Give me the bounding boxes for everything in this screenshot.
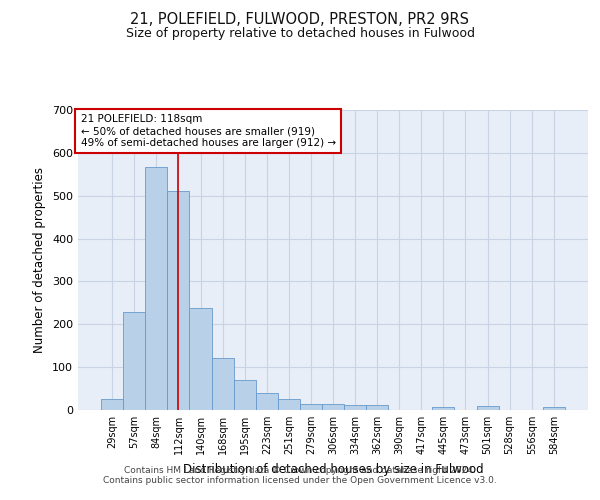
Bar	[543, 407, 565, 410]
Bar	[233, 380, 256, 410]
Y-axis label: Number of detached properties: Number of detached properties	[34, 167, 46, 353]
Text: 21, POLEFIELD, FULWOOD, PRESTON, PR2 9RS: 21, POLEFIELD, FULWOOD, PRESTON, PR2 9RS	[131, 12, 470, 28]
Bar	[212, 358, 233, 410]
Bar	[256, 393, 278, 410]
Bar	[145, 166, 167, 410]
Bar	[167, 192, 190, 410]
Bar	[322, 404, 344, 410]
X-axis label: Distribution of detached houses by size in Fulwood: Distribution of detached houses by size …	[182, 462, 484, 475]
Bar	[190, 308, 212, 410]
Text: Contains HM Land Registry data © Crown copyright and database right 2024.
Contai: Contains HM Land Registry data © Crown c…	[103, 466, 497, 485]
Bar	[433, 407, 454, 410]
Bar	[300, 404, 322, 410]
Bar	[278, 399, 300, 410]
Bar	[344, 406, 366, 410]
Bar	[101, 399, 123, 410]
Bar	[366, 406, 388, 410]
Bar	[476, 406, 499, 410]
Text: Size of property relative to detached houses in Fulwood: Size of property relative to detached ho…	[125, 28, 475, 40]
Bar	[123, 312, 145, 410]
Text: 21 POLEFIELD: 118sqm
← 50% of detached houses are smaller (919)
49% of semi-deta: 21 POLEFIELD: 118sqm ← 50% of detached h…	[80, 114, 335, 148]
